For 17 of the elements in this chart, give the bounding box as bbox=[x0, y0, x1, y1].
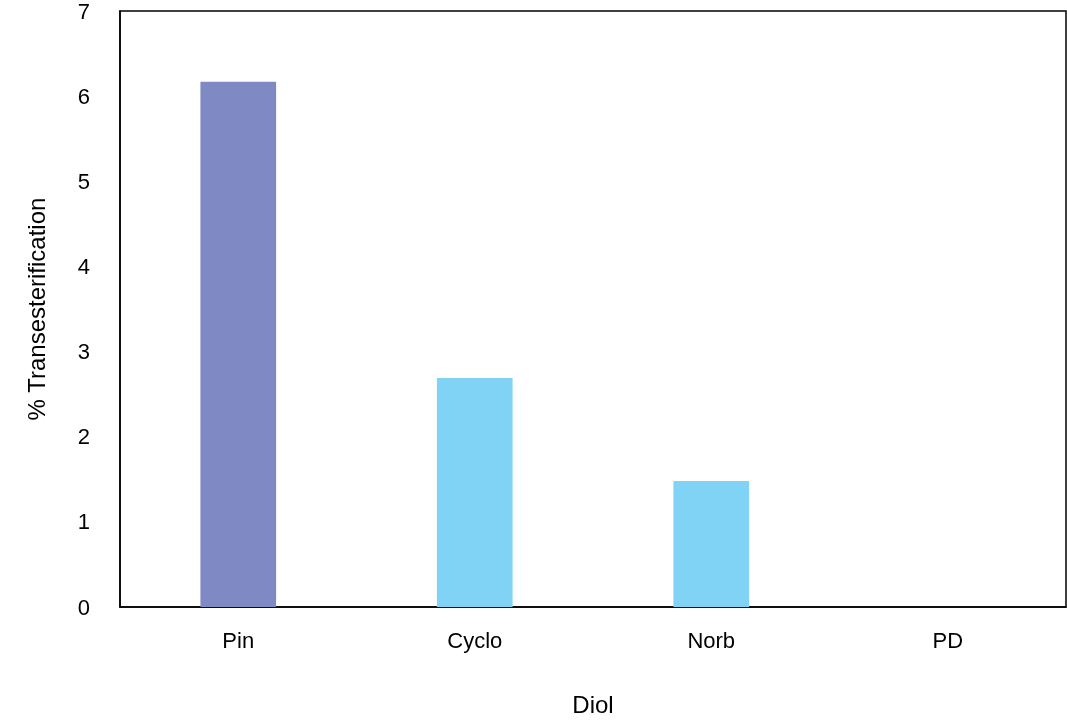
y-tick-label: 2 bbox=[77, 424, 90, 450]
y-tick-label: 5 bbox=[77, 168, 90, 194]
x-tick-label: PD bbox=[932, 627, 964, 653]
bar bbox=[436, 377, 513, 607]
y-tick-label: 1 bbox=[77, 509, 90, 535]
y-tick-label: 6 bbox=[77, 83, 90, 109]
y-axis-title: % Transesterification bbox=[22, 197, 50, 421]
bar bbox=[673, 480, 750, 607]
y-tick-label: 0 bbox=[77, 594, 90, 620]
x-tick-label: Norb bbox=[687, 627, 736, 653]
x-axis-title: Diol bbox=[572, 690, 614, 718]
x-tick-label: Pin bbox=[222, 627, 255, 653]
bar bbox=[200, 81, 277, 607]
y-tick-label: 3 bbox=[77, 339, 90, 365]
y-tick-label: 7 bbox=[77, 0, 90, 24]
x-tick-label: Cyclo bbox=[447, 627, 503, 653]
y-tick-label: 4 bbox=[77, 253, 90, 279]
